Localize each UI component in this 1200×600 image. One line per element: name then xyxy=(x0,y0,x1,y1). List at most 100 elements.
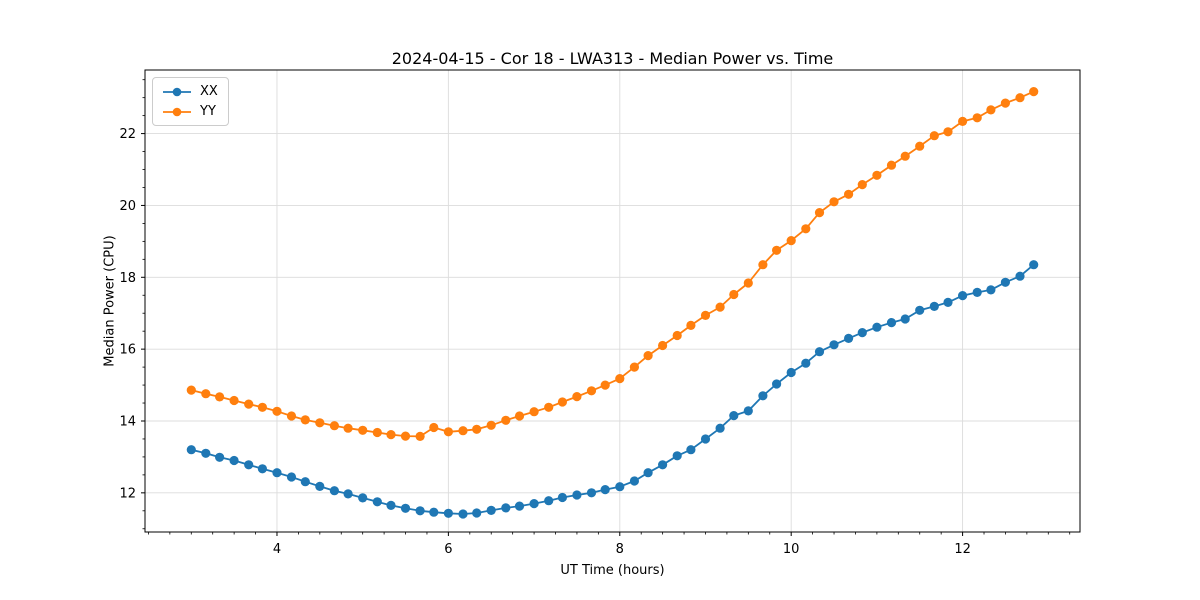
series-yy-marker xyxy=(486,420,496,430)
series-yy-marker xyxy=(458,426,468,436)
series-yy-marker xyxy=(1015,93,1025,103)
legend-item-yy: YY xyxy=(161,103,218,120)
series-xx-marker xyxy=(915,305,925,315)
x-tick-label: 6 xyxy=(444,542,452,557)
xx-line-marker-icon xyxy=(163,87,191,96)
series-yy-marker xyxy=(700,310,711,320)
series-xx-marker xyxy=(186,445,196,455)
series-yy-marker xyxy=(1029,87,1039,97)
series-xx-marker xyxy=(272,468,282,478)
series-yy-marker xyxy=(186,385,196,395)
series-yy-marker xyxy=(429,422,439,433)
series-yy-marker xyxy=(529,407,539,417)
series-xx-marker xyxy=(415,506,425,516)
series-xx-line xyxy=(190,263,1035,515)
series-yy-marker xyxy=(814,208,825,218)
series-xx-marker xyxy=(544,496,554,506)
series-yy-marker xyxy=(915,141,925,151)
series-xx-marker xyxy=(958,291,968,301)
series-yy-marker xyxy=(572,392,582,402)
series-yy-marker xyxy=(801,224,811,234)
series-xx-marker xyxy=(814,347,825,357)
series-yy-marker xyxy=(400,431,411,441)
series-yy-marker xyxy=(415,431,425,441)
series-yy-marker xyxy=(557,397,568,407)
series-yy-marker xyxy=(900,151,910,161)
series-xx-marker xyxy=(844,333,854,343)
series-xx-marker xyxy=(400,503,411,513)
series-xx-marker xyxy=(629,476,640,486)
series-xx-marker xyxy=(1029,260,1039,270)
series-yy-line xyxy=(190,90,1035,438)
series-xx-marker xyxy=(715,423,725,433)
series-yy-marker xyxy=(857,180,867,190)
legend: XX YY xyxy=(152,77,229,126)
series-xx-marker xyxy=(429,507,439,517)
series-yy-marker xyxy=(743,278,753,288)
series-xx-marker xyxy=(1000,277,1011,287)
y-tick-label: 22 xyxy=(119,127,136,142)
series-xx-marker xyxy=(501,503,511,513)
series-yy-marker xyxy=(672,330,682,341)
yy-line-marker-icon xyxy=(163,107,191,116)
series-xx-marker xyxy=(586,488,597,498)
legend-label-xx: XX xyxy=(200,84,218,99)
series-yy-marker xyxy=(358,425,368,435)
series-yy-marker xyxy=(658,340,668,351)
series-yy-marker xyxy=(201,389,211,399)
series-yy-marker xyxy=(229,395,239,406)
series-yy-marker xyxy=(315,418,325,428)
series-xx-marker xyxy=(686,445,696,455)
series-xx-marker xyxy=(229,455,239,466)
series-xx-marker xyxy=(557,492,568,503)
series-yy-marker xyxy=(501,415,511,425)
series-xx-marker xyxy=(458,509,468,519)
plot-border xyxy=(144,69,1081,533)
series-xx-marker xyxy=(315,481,325,491)
series-xx-marker xyxy=(872,322,882,332)
series-yy-marker xyxy=(215,392,225,402)
series-xx-marker xyxy=(972,287,982,297)
series-xx-marker xyxy=(729,411,739,421)
series-yy-marker xyxy=(715,302,725,312)
series-xx-marker xyxy=(286,472,297,482)
series-yy-marker xyxy=(729,289,739,300)
series-xx-marker xyxy=(386,500,396,510)
series-xx-marker xyxy=(343,489,353,499)
series-yy-marker xyxy=(758,260,768,270)
series-yy-marker xyxy=(286,411,297,421)
series-xx-marker xyxy=(600,485,610,495)
series-yy-marker xyxy=(300,415,310,425)
x-tick-label: 4 xyxy=(273,542,281,557)
series-xx-marker xyxy=(486,505,496,515)
series-xx-marker xyxy=(700,434,711,444)
series-xx-marker xyxy=(986,285,996,295)
series-xx-marker xyxy=(257,464,267,474)
series-xx-marker xyxy=(900,314,910,324)
series-xx-marker xyxy=(829,340,839,350)
series-yy-marker xyxy=(872,170,882,180)
series-yy-marker xyxy=(472,424,482,434)
series-yy-marker xyxy=(272,406,282,416)
x-tick-label: 10 xyxy=(783,542,800,557)
series-xx-marker xyxy=(772,379,782,389)
series-xx-marker xyxy=(472,508,482,518)
chart-title: 2024-04-15 - Cor 18 - LWA313 - Median Po… xyxy=(391,49,834,68)
series-xx-marker xyxy=(886,318,897,328)
series-xx-marker xyxy=(758,391,768,401)
y-axis-label: Median Power (CPU) xyxy=(102,235,118,367)
y-tick-label: 18 xyxy=(119,271,136,286)
series-yy-marker xyxy=(1000,98,1011,108)
series-yy-marker xyxy=(929,131,939,141)
y-tick-label: 16 xyxy=(119,343,136,358)
series-yy-marker xyxy=(786,236,796,246)
y-tick-label: 14 xyxy=(119,414,136,429)
legend-item-xx: XX xyxy=(161,83,218,100)
series-xx-marker xyxy=(643,468,653,478)
series-yy-marker xyxy=(443,427,453,437)
series-xx-marker xyxy=(672,451,682,461)
series-xx-marker xyxy=(786,367,796,378)
series-yy-marker xyxy=(643,351,653,361)
